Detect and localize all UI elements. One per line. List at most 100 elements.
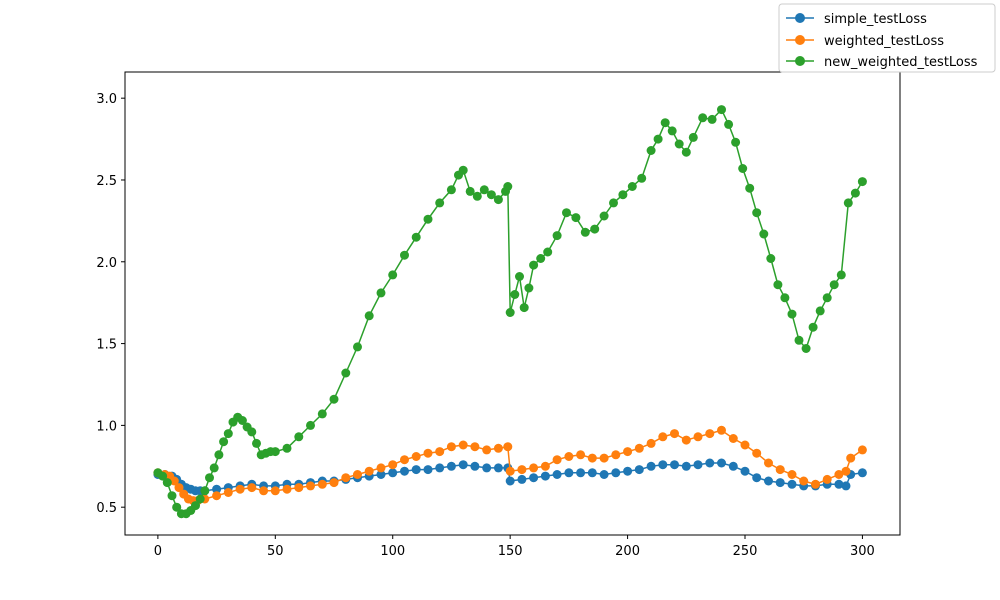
data-point-new-weighted-testloss — [829, 280, 839, 290]
data-point-weighted-testloss — [787, 470, 797, 479]
data-point-simple-testloss — [705, 458, 715, 468]
data-point-weighted-testloss — [846, 453, 856, 463]
y-tick-label: 2.5 — [96, 174, 117, 189]
data-point-new-weighted-testloss — [552, 231, 562, 241]
data-point-weighted-testloss — [306, 481, 315, 491]
data-point-new-weighted-testloss — [529, 260, 539, 270]
data-point-new-weighted-testloss — [801, 344, 811, 353]
data-point-weighted-testloss — [764, 458, 773, 468]
data-point-new-weighted-testloss — [472, 191, 482, 201]
data-point-weighted-testloss — [423, 448, 433, 458]
data-point-new-weighted-testloss — [857, 177, 867, 187]
data-point-weighted-testloss — [841, 466, 851, 476]
data-point-weighted-testloss — [857, 445, 867, 455]
data-point-new-weighted-testloss — [590, 224, 600, 234]
data-point-simple-testloss — [611, 468, 621, 478]
data-point-new-weighted-testloss — [752, 208, 762, 218]
data-point-new-weighted-testloss — [637, 173, 647, 183]
y-axis: 0.5 1.0 1.5 2.0 2.5 3.0 — [96, 92, 125, 516]
data-point-weighted-testloss — [728, 434, 738, 443]
data-point-new-weighted-testloss — [376, 288, 386, 298]
x-tick-label: 200 — [615, 544, 640, 559]
x-tick-label: 50 — [267, 544, 284, 559]
data-point-new-weighted-testloss — [571, 213, 581, 223]
data-point-new-weighted-testloss — [219, 437, 229, 447]
legend-label-new-weighted-testloss: new_weighted_testLoss — [824, 55, 978, 70]
data-point-weighted-testloss — [493, 443, 503, 453]
data-point-new-weighted-testloss — [411, 232, 421, 242]
y-tick-label: 0.5 — [96, 501, 117, 516]
data-point-weighted-testloss — [482, 445, 492, 455]
y-tick-label: 2.0 — [96, 256, 117, 271]
data-point-new-weighted-testloss — [822, 293, 832, 303]
series-new-weighted-testloss — [153, 105, 867, 519]
data-point-weighted-testloss — [223, 488, 233, 497]
data-point-new-weighted-testloss — [667, 126, 677, 136]
data-point-weighted-testloss — [799, 476, 809, 486]
data-point-new-weighted-testloss — [724, 119, 734, 129]
data-point-new-weighted-testloss — [503, 182, 513, 191]
data-point-new-weighted-testloss — [200, 486, 210, 496]
data-point-weighted-testloss — [470, 442, 480, 452]
data-point-weighted-testloss — [822, 474, 832, 484]
data-point-simple-testloss — [517, 474, 527, 484]
x-tick-label: 0 — [154, 544, 162, 559]
data-point-new-weighted-testloss — [773, 280, 783, 290]
data-point-weighted-testloss — [587, 453, 597, 463]
data-point-new-weighted-testloss — [465, 186, 475, 196]
data-point-new-weighted-testloss — [536, 254, 546, 263]
data-point-simple-testloss — [388, 468, 398, 478]
data-point-new-weighted-testloss — [843, 198, 853, 208]
data-point-simple-testloss — [505, 476, 515, 486]
data-point-weighted-testloss — [435, 447, 445, 457]
data-point-weighted-testloss — [740, 440, 750, 450]
data-point-new-weighted-testloss — [446, 185, 456, 195]
x-axis: 0 50 100 150 200 250 300 — [154, 535, 875, 559]
data-point-simple-testloss — [435, 463, 445, 473]
data-point-simple-testloss — [587, 468, 597, 478]
data-point-simple-testloss — [646, 461, 656, 471]
legend-label-simple-testloss: simple_testLoss — [824, 12, 927, 27]
data-point-weighted-testloss — [670, 429, 679, 439]
data-point-simple-testloss — [529, 473, 539, 483]
data-point-weighted-testloss — [282, 484, 292, 494]
data-point-simple-testloss — [446, 461, 456, 471]
data-point-new-weighted-testloss — [794, 335, 804, 345]
data-point-new-weighted-testloss — [738, 164, 748, 173]
data-point-weighted-testloss — [658, 432, 668, 442]
data-point-weighted-testloss — [364, 466, 374, 476]
data-point-new-weighted-testloss — [850, 188, 860, 198]
data-point-new-weighted-testloss — [435, 198, 445, 208]
x-tick-label: 250 — [733, 544, 758, 559]
data-point-simple-testloss — [693, 460, 703, 470]
data-point-new-weighted-testloss — [717, 105, 726, 115]
data-point-new-weighted-testloss — [167, 491, 177, 501]
data-point-new-weighted-testloss — [423, 214, 433, 224]
data-point-simple-testloss — [400, 466, 409, 476]
data-point-new-weighted-testloss — [294, 432, 304, 442]
data-point-new-weighted-testloss — [493, 195, 503, 205]
data-point-simple-testloss — [493, 463, 503, 473]
data-point-new-weighted-testloss — [486, 190, 496, 200]
data-point-weighted-testloss — [317, 479, 327, 489]
data-point-weighted-testloss — [353, 470, 362, 479]
data-point-simple-testloss — [376, 470, 386, 479]
data-point-simple-testloss — [482, 463, 492, 473]
data-point-new-weighted-testloss — [223, 429, 233, 439]
data-point-new-weighted-testloss — [646, 146, 656, 155]
data-point-weighted-testloss — [259, 486, 269, 496]
data-point-weighted-testloss — [458, 440, 468, 450]
y-tick-label: 3.0 — [96, 92, 117, 107]
data-point-weighted-testloss — [247, 483, 257, 493]
data-point-new-weighted-testloss — [237, 416, 247, 425]
data-point-new-weighted-testloss — [599, 211, 609, 221]
data-point-weighted-testloss — [540, 461, 550, 471]
y-tick-label: 1.5 — [96, 338, 117, 353]
data-point-new-weighted-testloss — [815, 306, 825, 316]
data-point-weighted-testloss — [411, 452, 421, 461]
data-point-new-weighted-testloss — [191, 501, 200, 511]
data-point-new-weighted-testloss — [543, 247, 553, 257]
legend: simple_testLoss weighted_testLoss new_we… — [778, 3, 996, 73]
series-weighted-testloss — [153, 425, 867, 506]
data-point-new-weighted-testloss — [653, 134, 663, 144]
